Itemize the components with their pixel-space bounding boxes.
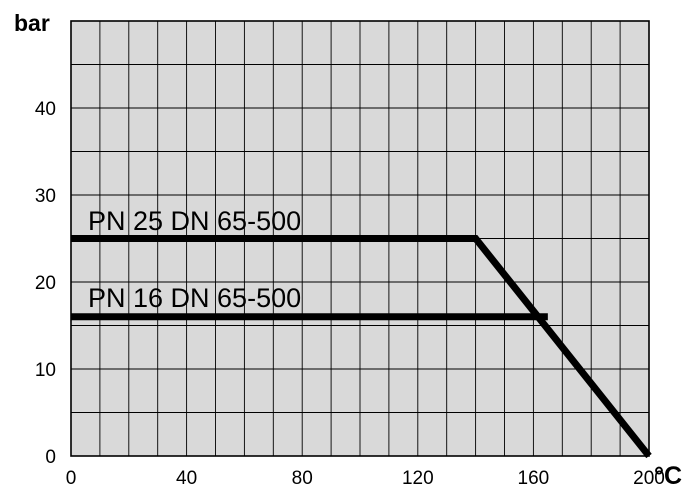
y-tick-label: 40 <box>35 99 56 120</box>
series-label-pn25: PN 25 DN 65-500 <box>88 206 301 236</box>
x-axis-tick-labels: 0 40 80 120 160 200 <box>66 468 665 489</box>
y-axis-tick-labels: 0 10 20 30 40 <box>35 99 56 468</box>
x-tick-label: 160 <box>518 468 550 489</box>
x-axis-label: °C <box>654 462 682 490</box>
x-tick-label: 0 <box>66 468 77 489</box>
y-tick-label: 20 <box>35 273 56 294</box>
x-tick-label: 80 <box>292 468 313 489</box>
y-tick-label: 30 <box>35 186 56 207</box>
series-lines <box>71 235 652 459</box>
y-axis-label: bar <box>14 10 50 36</box>
x-tick-label: 40 <box>176 468 197 489</box>
series-line-pn25 <box>71 235 652 459</box>
y-tick-label: 0 <box>45 447 56 468</box>
series-label-pn16: PN 16 DN 65-500 <box>88 283 301 313</box>
y-tick-label: 10 <box>35 360 56 381</box>
x-tick-label: 200 <box>633 468 665 489</box>
x-tick-label: 120 <box>402 468 434 489</box>
